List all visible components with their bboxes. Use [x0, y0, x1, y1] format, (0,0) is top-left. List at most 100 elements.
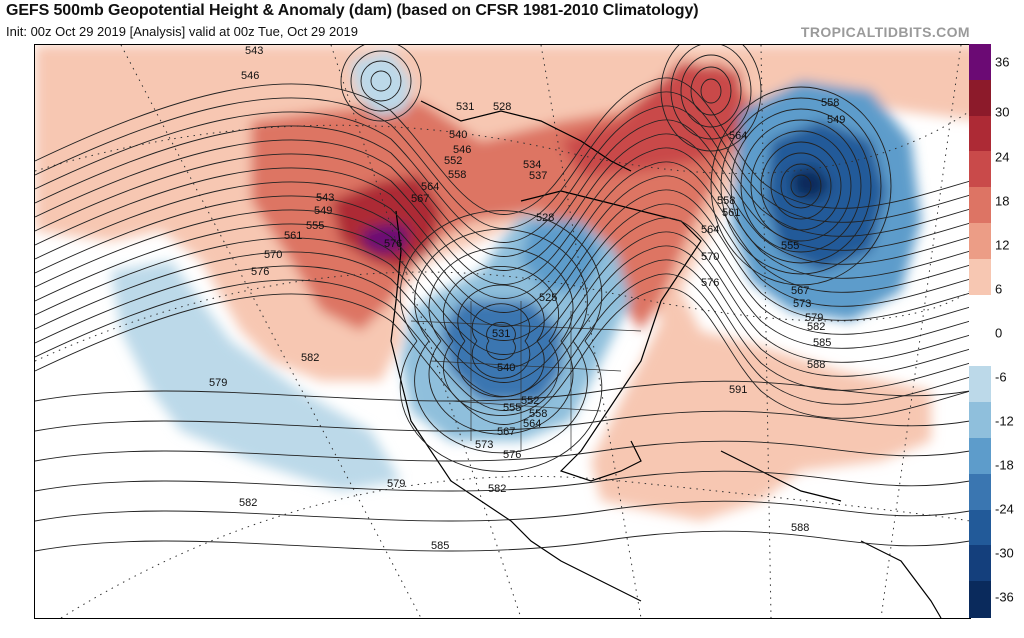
contour-label: 549 — [827, 114, 845, 126]
height-contour-line — [690, 66, 732, 116]
colorbar-segment — [969, 402, 991, 439]
contour-label: 579 — [209, 377, 227, 389]
contour-label: 531 — [456, 101, 474, 113]
contour-label: 591 — [729, 384, 747, 396]
colorbar-tick-label: 12 — [995, 237, 1010, 253]
height-contour-line — [660, 45, 762, 152]
contour-label: 576 — [251, 266, 269, 278]
contour-label: 588 — [807, 359, 825, 371]
contour-label: 528 — [493, 101, 511, 113]
anomaly-fill-layer — [35, 45, 970, 521]
colorbar-segment — [969, 258, 991, 296]
contour-label: 558 — [448, 169, 466, 181]
colorbar-segment — [969, 437, 991, 475]
height-contour-line — [35, 189, 970, 327]
contour-label: 552 — [444, 155, 462, 167]
height-contour-line — [790, 174, 812, 198]
contour-label: 531 — [492, 328, 510, 340]
contour-label: 567 — [497, 426, 515, 438]
contour-label: 567 — [411, 193, 429, 205]
contour-label: 558 — [821, 97, 839, 109]
height-contour-line — [35, 440, 970, 462]
height-contour-line — [399, 210, 603, 472]
positive-anomaly-max-canada — [561, 61, 741, 176]
colorbar-tick-label: 24 — [995, 149, 1010, 165]
contour-label: 582 — [301, 352, 319, 364]
height-contour-line — [780, 163, 822, 209]
height-contour-line — [710, 86, 892, 286]
height-contours — [35, 45, 970, 552]
contour-label: 579 — [805, 312, 823, 324]
colorbar-segment — [969, 366, 991, 403]
height-contour-line — [35, 175, 970, 313]
positive-anomaly-peak — [361, 223, 409, 255]
contour-label: 561 — [722, 207, 740, 219]
contour-label: 555 — [306, 220, 324, 232]
contour-label: 576 — [701, 277, 719, 289]
height-contour-line — [360, 60, 402, 102]
height-contour-line — [35, 77, 970, 215]
contour-label: 546 — [241, 70, 259, 82]
contour-label: 555 — [781, 240, 799, 252]
contour-label: 582 — [488, 483, 506, 495]
contour-label: 525 — [539, 292, 557, 304]
contour-label: 558 — [717, 195, 735, 207]
height-contour-line — [443, 266, 559, 416]
height-contour-line — [457, 284, 545, 398]
colorbar-segment — [969, 79, 991, 117]
contour-label: 576 — [384, 238, 402, 250]
colorbar-tick-label: -30 — [995, 545, 1014, 561]
height-contour-line — [730, 108, 872, 264]
contour-label: 540 — [497, 362, 515, 374]
negative-anomaly-pacific — [111, 261, 401, 491]
contour-label: 552 — [521, 395, 539, 407]
height-contour-line — [428, 247, 574, 435]
contour-label: 570 — [701, 251, 719, 263]
height-contour-line — [670, 45, 752, 140]
coastlines — [390, 100, 942, 618]
contour-label: 534 — [523, 159, 541, 171]
colorbar-segment — [969, 187, 991, 224]
contour-label: 582 — [239, 497, 257, 509]
contour-label: 540 — [449, 129, 467, 141]
contour-label: 567 — [791, 285, 809, 297]
height-contour-line — [35, 259, 970, 397]
colorbar-segment — [969, 473, 991, 511]
height-contour-line — [700, 78, 722, 104]
height-contour-line — [471, 303, 531, 379]
height-contour-line — [35, 410, 970, 432]
contour-label: 564 — [523, 418, 541, 430]
contour-label: 573 — [475, 439, 493, 451]
height-contour-line — [350, 50, 412, 112]
colorbar-segment — [969, 115, 991, 152]
colorbar-tick-label: -24 — [995, 501, 1014, 517]
contour-label: 564 — [421, 181, 439, 193]
height-contour-line — [35, 161, 970, 299]
colorbar-segment — [969, 509, 991, 546]
chart-subtitle: Init: 00z Oct 29 2019 [Analysis] valid a… — [6, 24, 358, 39]
height-contour-line — [760, 141, 842, 231]
contour-label: 585 — [431, 540, 449, 552]
colorbar-tick-label: 0 — [995, 325, 1003, 341]
height-contour-line — [35, 470, 970, 492]
colorbar-segment — [969, 545, 991, 582]
contour-label: 558 — [529, 408, 547, 420]
colorbar-tick-label: 6 — [995, 281, 1003, 297]
height-contour-line — [370, 70, 392, 92]
height-contour-line — [414, 228, 588, 454]
contour-label: 573 — [793, 298, 811, 310]
colorbar-segment — [969, 151, 991, 188]
contour-label: 543 — [245, 45, 263, 57]
chart-title: GEFS 500mb Geopotential Height & Anomaly… — [6, 2, 699, 19]
contour-label: 582 — [807, 321, 825, 333]
contour-label: 579 — [387, 478, 405, 490]
height-contour-line — [740, 119, 862, 253]
contour-label: 576 — [503, 449, 521, 461]
contour-label: 564 — [729, 130, 747, 142]
colorbar-segment — [969, 223, 991, 260]
colorbar-segment — [969, 581, 991, 618]
colorbar-segment — [969, 294, 991, 331]
height-contour-line — [35, 217, 970, 355]
height-contour-line — [750, 130, 852, 242]
colorbar-tick-label: -36 — [995, 589, 1014, 605]
